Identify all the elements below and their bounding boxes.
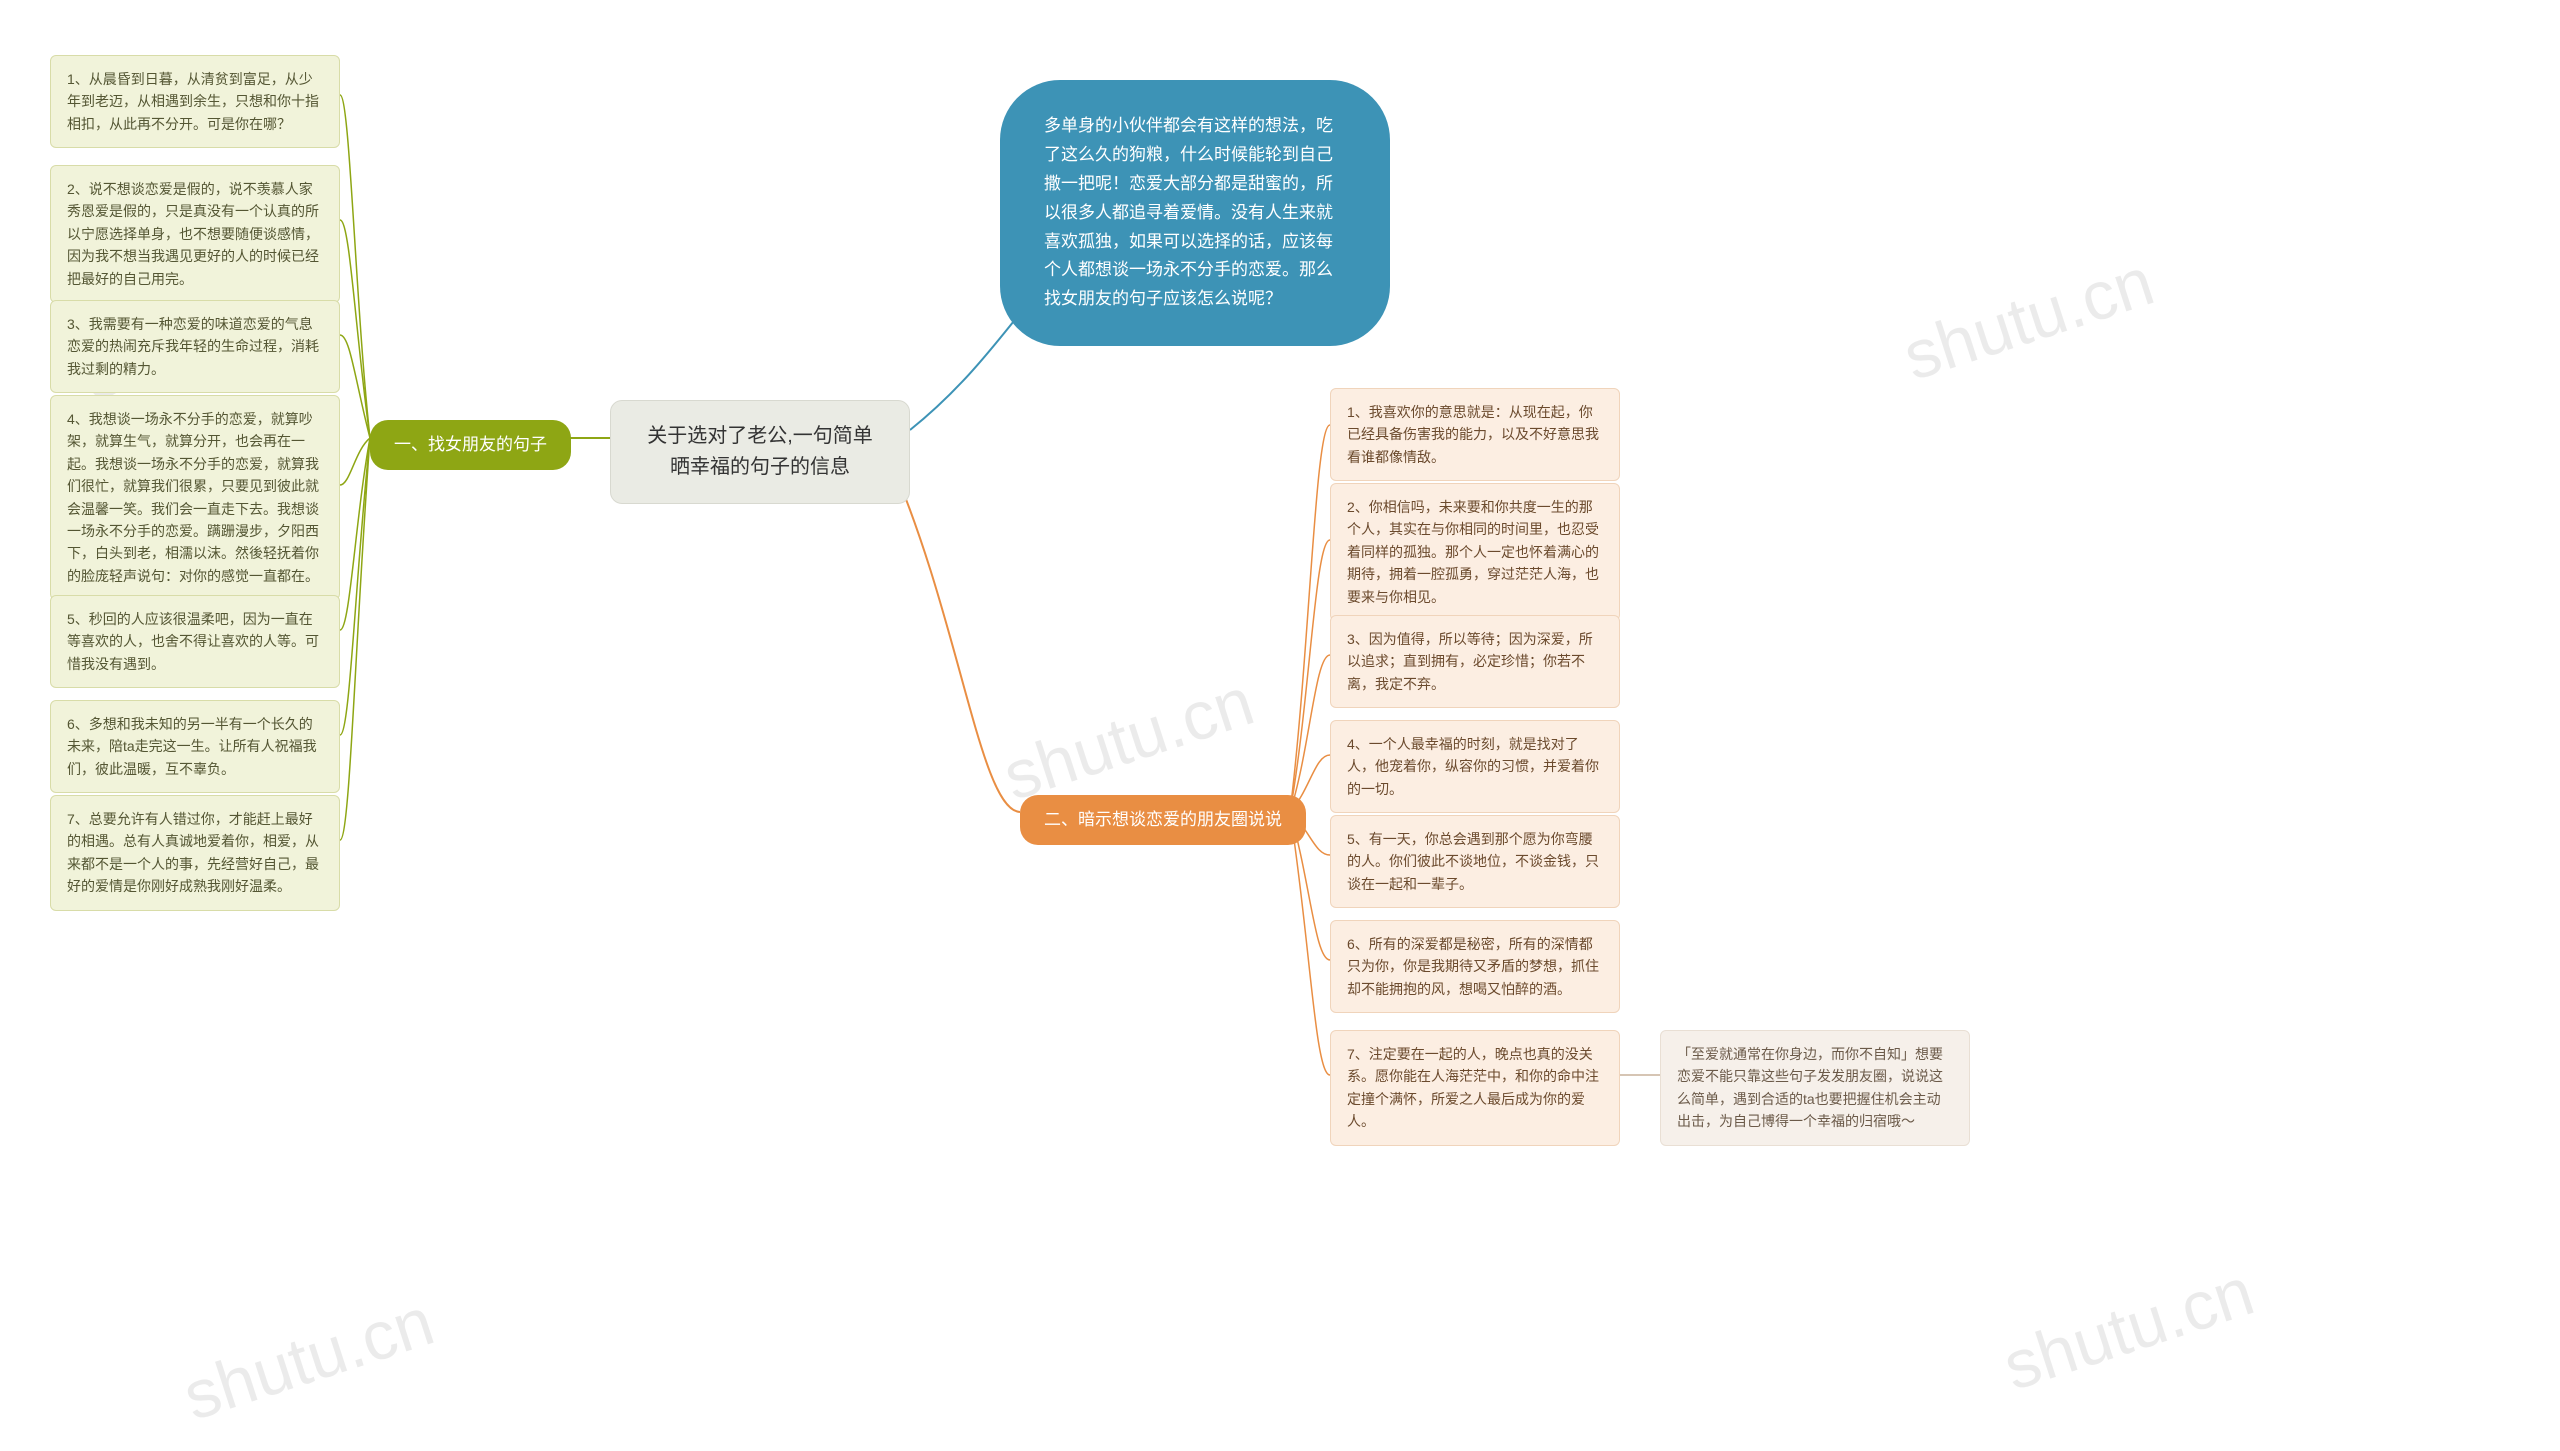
left-leaf-1: 1、从晨昏到日暮，从清贫到富足，从少年到老迈，从相遇到余生，只想和你十指相扣，从… <box>50 55 340 148</box>
watermark: shutu.cn <box>994 662 1263 816</box>
right-leaf-5: 5、有一天，你总会遇到那个愿为你弯腰的人。你们彼此不谈地位，不谈金钱，只谈在一起… <box>1330 815 1620 908</box>
right-leaf-1: 1、我喜欢你的意思就是：从现在起，你已经具备伤害我的能力，以及不好意思我看谁都像… <box>1330 388 1620 481</box>
right-leaf-3: 3、因为值得，所以等待；因为深爱，所以追求；直到拥有，必定珍惜；你若不离，我定不… <box>1330 615 1620 708</box>
right-leaf-7: 7、注定要在一起的人，晚点也真的没关系。愿你能在人海茫茫中，和你的命中注定撞个满… <box>1330 1030 1620 1146</box>
right-leaf-6: 6、所有的深爱都是秘密，所有的深情都只为你，你是我期待又矛盾的梦想，抓住却不能拥… <box>1330 920 1620 1013</box>
final-node: 「至爱就通常在你身边，而你不自知」想要恋爱不能只靠这些句子发发朋友圈，说说这么简… <box>1660 1030 1970 1146</box>
final-text: 「至爱就通常在你身边，而你不自知」想要恋爱不能只靠这些句子发发朋友圈，说说这么简… <box>1677 1046 1943 1129</box>
intro-text: 多单身的小伙伴都会有这样的想法，吃了这么久的狗粮，什么时候能轮到自己撒一把呢！恋… <box>1044 116 1333 308</box>
right-leaf-2: 2、你相信吗，未来要和你共度一生的那个人，其实在与你相同的时间里，也忍受着同样的… <box>1330 483 1620 621</box>
watermark: shutu.cn <box>174 1282 443 1436</box>
watermark: shutu.cn <box>1894 242 2163 396</box>
branch-left: 一、找女朋友的句子 <box>370 420 571 470</box>
branch-right: 二、暗示想谈恋爱的朋友圈说说 <box>1020 795 1306 845</box>
center-text: 关于选对了老公,一句简单晒幸福的句子的信息 <box>647 425 873 478</box>
left-leaf-4: 4、我想谈一场永不分手的恋爱，就算吵架，就算生气，就算分开，也会再在一起。我想谈… <box>50 395 340 600</box>
right-leaf-4: 4、一个人最幸福的时刻，就是找对了人，他宠着你，纵容你的习惯，并爱着你的一切。 <box>1330 720 1620 813</box>
left-leaf-7: 7、总要允许有人错过你，才能赶上最好的相遇。总有人真诚地爱着你，相爱，从来都不是… <box>50 795 340 911</box>
watermark: shutu.cn <box>1994 1252 2263 1406</box>
left-leaf-2: 2、说不想谈恋爱是假的，说不羡慕人家秀恩爱是假的，只是真没有一个认真的所以宁愿选… <box>50 165 340 303</box>
center-node: 关于选对了老公,一句简单晒幸福的句子的信息 <box>610 400 910 504</box>
branch-right-label: 二、暗示想谈恋爱的朋友圈说说 <box>1044 810 1282 829</box>
branch-left-label: 一、找女朋友的句子 <box>394 435 547 454</box>
intro-node: 多单身的小伙伴都会有这样的想法，吃了这么久的狗粮，什么时候能轮到自己撒一把呢！恋… <box>1000 80 1390 346</box>
left-leaf-3: 3、我需要有一种恋爱的味道恋爱的气息恋爱的热闹充斥我年轻的生命过程，消耗我过剩的… <box>50 300 340 393</box>
left-leaf-5: 5、秒回的人应该很温柔吧，因为一直在等喜欢的人，也舍不得让喜欢的人等。可惜我没有… <box>50 595 340 688</box>
left-leaf-6: 6、多想和我未知的另一半有一个长久的未来，陪ta走完这一生。让所有人祝福我们，彼… <box>50 700 340 793</box>
